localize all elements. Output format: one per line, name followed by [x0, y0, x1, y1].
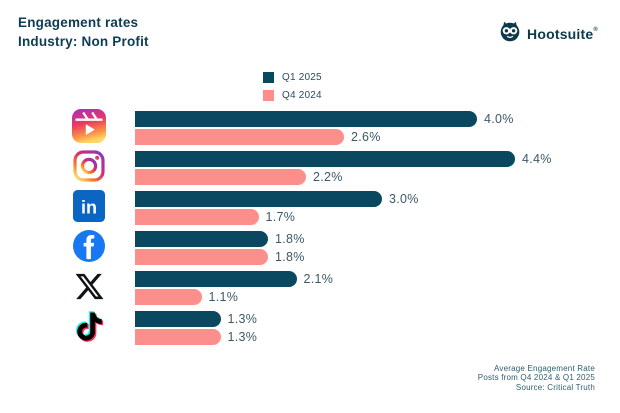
- hootsuite-owl-icon: [498, 20, 522, 47]
- tiktok-value-label-q1-2025: 1.3%: [227, 312, 258, 326]
- instagram-reels-bars: 4.0% 2.6%: [135, 107, 612, 147]
- tiktok-icon: [72, 309, 106, 343]
- legend-item-q1-2025: Q1 2025: [263, 72, 322, 83]
- x-bar-q1-2025: [135, 271, 297, 287]
- legend-label: Q1 2025: [282, 72, 322, 83]
- chart-legend: Q1 2025 Q4 2024: [263, 72, 322, 101]
- linkedin-value-label-q4-2024: 1.7%: [265, 210, 296, 224]
- instagram-bar-q1-2025: [135, 151, 515, 167]
- legend-swatch: [263, 72, 274, 83]
- instagram-reels-value-label-q1-2025: 4.0%: [484, 112, 514, 126]
- facebook-icon: [72, 229, 106, 263]
- linkedin-bars: 3.0% 1.7%: [135, 187, 612, 227]
- tiktok-bar-q4-2024: [135, 329, 221, 345]
- tiktok-bar-q1-2025: [135, 311, 221, 327]
- chart-row-tiktok: 1.3% 1.3%: [72, 307, 612, 347]
- instagram-icon: [72, 149, 106, 183]
- chart-row-facebook: 1.8% 1.8%: [72, 227, 612, 267]
- bar-chart: 4.0% 2.6% 4.4% 2.2% in 3.0% 1.7% 1.8% 1.8% 2…: [72, 107, 612, 347]
- linkedin-value-label-q1-2025: 3.0%: [389, 192, 419, 206]
- x-bar-q4-2024: [135, 289, 202, 305]
- linkedin-bar-q1-2025: [135, 191, 382, 207]
- chart-row-x: 2.1% 1.1%: [72, 267, 612, 307]
- facebook-bar-line-q4-2024: 1.8%: [135, 249, 305, 265]
- instagram-reels-bar-line-q4-2024: 2.6%: [135, 129, 381, 145]
- page-subtitle: Industry: Non Profit: [18, 34, 149, 49]
- instagram-bar-q4-2024: [135, 169, 306, 185]
- legend-item-q4-2024: Q4 2024: [263, 90, 322, 101]
- x-bars: 2.1% 1.1%: [135, 267, 612, 307]
- instagram-bars: 4.4% 2.2%: [135, 147, 612, 187]
- instagram-value-label-q4-2024: 2.2%: [313, 170, 343, 184]
- instagram-value-label-q1-2025: 4.4%: [522, 152, 552, 166]
- chart-footnote: Average Engagement Rate Posts from Q4 20…: [478, 364, 595, 393]
- linkedin-bar-line-q1-2025: 3.0%: [135, 191, 419, 207]
- facebook-bar-line-q1-2025: 1.8%: [135, 231, 305, 247]
- facebook-bars: 1.8% 1.8%: [135, 227, 612, 267]
- footnote-line-1: Average Engagement Rate: [494, 363, 595, 373]
- facebook-bar-q4-2024: [135, 249, 268, 265]
- facebook-value-label-q1-2025: 1.8%: [275, 232, 305, 246]
- svg-text:in: in: [81, 198, 97, 218]
- instagram-reels-bar-q1-2025: [135, 111, 477, 127]
- tiktok-value-label-q4-2024: 1.3%: [227, 330, 258, 344]
- instagram-reels-icon: [72, 109, 106, 143]
- x-value-label-q4-2024: 1.1%: [208, 290, 239, 304]
- footnote-line-2: Posts from Q4 2024 & Q1 2025: [477, 373, 595, 382]
- tiktok-bar-line-q1-2025: 1.3%: [135, 311, 257, 327]
- page-title: Engagement rates: [18, 15, 139, 30]
- linkedin-bar-line-q4-2024: 1.7%: [135, 209, 295, 225]
- legend-swatch: [263, 90, 274, 101]
- chart-row-instagram-reels: 4.0% 2.6%: [72, 107, 612, 147]
- chart-row-instagram: 4.4% 2.2%: [72, 147, 612, 187]
- x-value-label-q1-2025: 2.1%: [303, 272, 334, 286]
- instagram-reels-bar-q4-2024: [135, 129, 344, 145]
- instagram-reels-bar-line-q1-2025: 4.0%: [135, 111, 514, 127]
- legend-label: Q4 2024: [282, 90, 322, 101]
- chart-row-linkedin: in 3.0% 1.7%: [72, 187, 612, 227]
- instagram-bar-line-q4-2024: 2.2%: [135, 169, 343, 185]
- instagram-reels-value-label-q4-2024: 2.6%: [351, 130, 381, 144]
- title-block: Engagement rates Industry: Non Profit: [18, 13, 149, 51]
- tiktok-bars: 1.3% 1.3%: [135, 307, 612, 347]
- tiktok-bar-line-q4-2024: 1.3%: [135, 329, 257, 345]
- x-bar-line-q4-2024: 1.1%: [135, 289, 238, 305]
- hootsuite-wordmark: Hootsuite®: [527, 25, 598, 42]
- facebook-value-label-q4-2024: 1.8%: [275, 250, 305, 264]
- facebook-bar-q1-2025: [135, 231, 268, 247]
- x-bar-line-q1-2025: 2.1%: [135, 271, 333, 287]
- instagram-bar-line-q1-2025: 4.4%: [135, 151, 552, 167]
- x-icon: [72, 269, 106, 303]
- hootsuite-logo: Hootsuite®: [498, 20, 598, 47]
- footnote-line-3: Source: Critical Truth: [515, 382, 595, 392]
- linkedin-icon: in: [72, 189, 106, 223]
- linkedin-bar-q4-2024: [135, 209, 259, 225]
